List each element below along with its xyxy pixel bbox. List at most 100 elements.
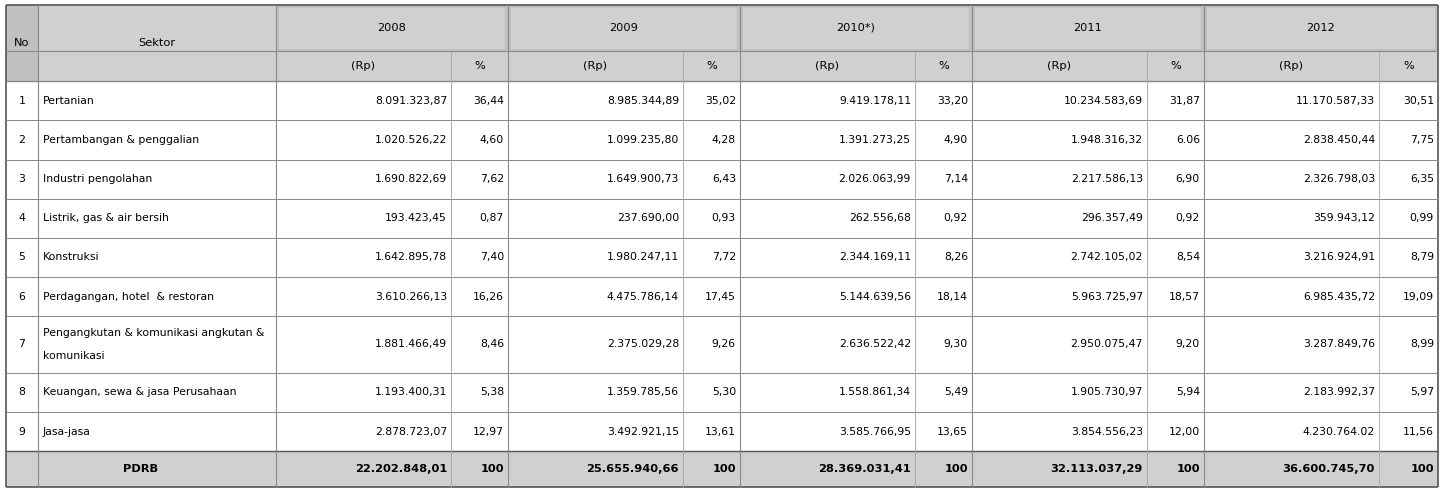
Text: 296.357,49: 296.357,49 (1082, 213, 1144, 223)
Text: 32.113.037,29: 32.113.037,29 (1051, 464, 1144, 474)
Text: 2.344.169,11: 2.344.169,11 (839, 252, 911, 262)
Text: 2.217.586,13: 2.217.586,13 (1071, 174, 1144, 184)
Text: 18,14: 18,14 (937, 292, 967, 302)
Bar (972, 51, 1147, 81)
Text: 31,87: 31,87 (1170, 96, 1200, 106)
Text: %: % (706, 61, 716, 71)
Text: 4.230.764.02: 4.230.764.02 (1302, 427, 1375, 436)
Text: Konstruksi: Konstruksi (43, 252, 100, 262)
Text: 33,20: 33,20 (937, 96, 967, 106)
Text: 11,56: 11,56 (1404, 427, 1434, 436)
Text: 3.216.924,91: 3.216.924,91 (1302, 252, 1375, 262)
Text: PDRB: PDRB (123, 464, 159, 474)
Text: 3: 3 (19, 174, 26, 184)
Text: 1.099.235,80: 1.099.235,80 (606, 135, 679, 145)
Text: 9,26: 9,26 (712, 339, 736, 349)
Text: 5,38: 5,38 (479, 387, 504, 398)
Text: 28.369.031,41: 28.369.031,41 (819, 464, 911, 474)
Text: 359.943,12: 359.943,12 (1313, 213, 1375, 223)
Bar (6, 159, 1438, 199)
Text: 12,97: 12,97 (474, 427, 504, 436)
Bar (915, 51, 972, 81)
Text: Pertambangan & penggalian: Pertambangan & penggalian (43, 135, 199, 145)
Text: 2008: 2008 (377, 23, 406, 33)
Bar (6, 81, 1438, 121)
Bar (6, 277, 1438, 316)
Text: 4: 4 (19, 213, 26, 223)
Text: 19,09: 19,09 (1404, 292, 1434, 302)
Bar (744, 8, 969, 49)
Text: 3.610.266,13: 3.610.266,13 (375, 292, 448, 302)
Text: 2: 2 (19, 135, 26, 145)
Text: 1.642.895,78: 1.642.895,78 (375, 252, 448, 262)
Text: 5.963.725,97: 5.963.725,97 (1071, 292, 1144, 302)
Text: %: % (474, 61, 485, 71)
Text: 3.492.921,15: 3.492.921,15 (606, 427, 679, 436)
Text: 1.391.273,25: 1.391.273,25 (839, 135, 911, 145)
Text: (Rp): (Rp) (1279, 61, 1304, 71)
Text: 4,28: 4,28 (712, 135, 736, 145)
Text: 8,99: 8,99 (1409, 339, 1434, 349)
Text: 1: 1 (19, 96, 26, 106)
Text: 0,99: 0,99 (1409, 213, 1434, 223)
Text: 7: 7 (19, 339, 26, 349)
Text: 0,87: 0,87 (479, 213, 504, 223)
Text: 1.359.785,56: 1.359.785,56 (606, 387, 679, 398)
Bar (1204, 51, 1379, 81)
Text: 0,92: 0,92 (944, 213, 967, 223)
Text: Pengangkutan & komunikasi angkutan &: Pengangkutan & komunikasi angkutan & (43, 328, 264, 338)
Text: 262.556,68: 262.556,68 (849, 213, 911, 223)
Text: 4.475.786,14: 4.475.786,14 (606, 292, 679, 302)
Text: 36.600.745,70: 36.600.745,70 (1282, 464, 1375, 474)
Bar (6, 316, 1438, 373)
Text: 8,54: 8,54 (1175, 252, 1200, 262)
Text: 8.985.344,89: 8.985.344,89 (606, 96, 679, 106)
Bar (683, 51, 739, 81)
Bar (6, 451, 1438, 487)
Text: 1.558.861,34: 1.558.861,34 (839, 387, 911, 398)
Text: 2.636.522,42: 2.636.522,42 (839, 339, 911, 349)
Text: (Rp): (Rp) (583, 61, 608, 71)
Text: 8,26: 8,26 (944, 252, 967, 262)
Text: 1.980.247,11: 1.980.247,11 (606, 252, 679, 262)
Bar (279, 8, 505, 49)
Text: (Rp): (Rp) (816, 61, 839, 71)
Text: %: % (1404, 61, 1414, 71)
Text: 237.690,00: 237.690,00 (617, 213, 679, 223)
Text: 10.234.583,69: 10.234.583,69 (1064, 96, 1144, 106)
Text: 2009: 2009 (609, 23, 638, 33)
Text: 7,14: 7,14 (944, 174, 967, 184)
Text: 2.838.450,44: 2.838.450,44 (1302, 135, 1375, 145)
Text: (Rp): (Rp) (351, 61, 375, 71)
Text: Sektor: Sektor (139, 38, 176, 48)
Bar (508, 5, 739, 51)
Text: No: No (14, 38, 30, 48)
Text: 3.854.556,23: 3.854.556,23 (1071, 427, 1144, 436)
Text: 7,72: 7,72 (712, 252, 736, 262)
Text: 8,46: 8,46 (479, 339, 504, 349)
Text: 100: 100 (481, 464, 504, 474)
Text: 2.183.992,37: 2.183.992,37 (1302, 387, 1375, 398)
Text: 2.950.075,47: 2.950.075,47 (1070, 339, 1144, 349)
Text: 2.742.105,02: 2.742.105,02 (1070, 252, 1144, 262)
Bar (1204, 5, 1438, 51)
Text: Jasa-jasa: Jasa-jasa (43, 427, 91, 436)
Text: 5,49: 5,49 (944, 387, 967, 398)
Text: 6.06: 6.06 (1175, 135, 1200, 145)
Text: 2011: 2011 (1073, 23, 1102, 33)
Bar (276, 51, 451, 81)
Text: 1.881.466,49: 1.881.466,49 (375, 339, 448, 349)
Text: 1.948.316,32: 1.948.316,32 (1071, 135, 1144, 145)
Text: komunikasi: komunikasi (43, 351, 104, 361)
Text: 193.423,45: 193.423,45 (386, 213, 448, 223)
Text: Industri pengolahan: Industri pengolahan (43, 174, 152, 184)
Text: 8,79: 8,79 (1409, 252, 1434, 262)
Text: 5.144.639,56: 5.144.639,56 (839, 292, 911, 302)
Text: 30,51: 30,51 (1404, 96, 1434, 106)
Text: 2012: 2012 (1307, 23, 1336, 33)
Text: 13,61: 13,61 (705, 427, 736, 436)
Text: 4,90: 4,90 (944, 135, 967, 145)
Text: 18,57: 18,57 (1170, 292, 1200, 302)
Bar (38, 5, 276, 81)
Text: 17,45: 17,45 (705, 292, 736, 302)
